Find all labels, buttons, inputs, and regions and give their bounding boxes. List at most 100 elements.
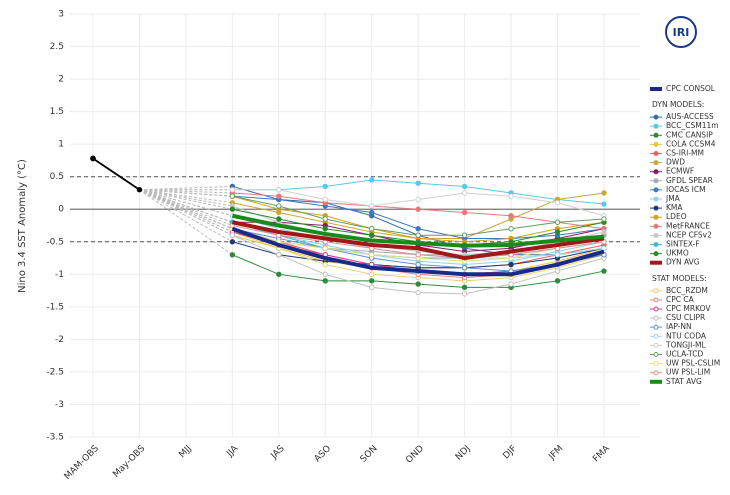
- y-tick-label: 0.5: [50, 172, 64, 182]
- connector: [139, 185, 233, 191]
- legend-label: MetFRANCE: [666, 221, 710, 230]
- marker: [508, 281, 514, 287]
- marker: [601, 190, 607, 196]
- legend-label: COLA CCSM4: [666, 139, 716, 148]
- marker: [415, 261, 421, 268]
- marker: [415, 281, 421, 287]
- legend-label: DYN AVG: [666, 258, 700, 267]
- marker: [415, 232, 421, 238]
- marker: [322, 226, 328, 232]
- legend-label: CPC MRKOV: [666, 304, 711, 313]
- legend-label: IAP-NN: [666, 322, 692, 331]
- y-tick-label: 2: [58, 75, 64, 85]
- series-line: [231, 213, 605, 248]
- marker: [554, 229, 561, 235]
- marker: [369, 252, 375, 258]
- marker: [276, 187, 282, 193]
- marker: [461, 284, 468, 291]
- marker: [415, 252, 421, 258]
- marker: [229, 187, 236, 193]
- x-tick-label: JAS: [269, 444, 287, 462]
- connector: [139, 189, 233, 207]
- legend-label: CS-IRI-MM: [666, 149, 704, 158]
- marker: [601, 268, 607, 274]
- legend-marker: [653, 315, 659, 321]
- legend-label: AUS-ACCESS: [666, 112, 714, 121]
- y-tick-label: -0.5: [46, 237, 64, 247]
- marker: [229, 252, 236, 258]
- legend-label: ECMWF: [666, 167, 694, 176]
- legend-marker: [653, 141, 659, 147]
- y-tick-label: -1.5: [46, 302, 64, 312]
- marker: [415, 196, 421, 203]
- legend-label: LDEO: [666, 212, 687, 221]
- marker: [229, 206, 236, 212]
- legend-marker: [653, 324, 659, 330]
- marker: [461, 209, 468, 216]
- legend-marker: [653, 297, 659, 303]
- legend-marker: [653, 187, 659, 193]
- legend-label: UW PSL-LIM: [666, 368, 710, 377]
- legend-label: KMA: [666, 203, 683, 212]
- connector: [139, 189, 233, 204]
- marker: [601, 216, 607, 222]
- marker: [508, 226, 514, 232]
- legend-label: UCLA-TCD: [666, 350, 703, 359]
- y-tick-label: 1: [58, 140, 64, 150]
- legend-label: UW PSL-CSLIM: [666, 359, 720, 368]
- marker: [322, 196, 328, 203]
- marker: [461, 265, 468, 271]
- legend-label: DWD: [666, 158, 685, 167]
- marker: [276, 193, 282, 199]
- legend-marker: [653, 123, 659, 129]
- x-tick-label: JJA: [224, 443, 240, 459]
- legend-marker: [653, 160, 659, 166]
- obs-marker: [90, 155, 96, 162]
- marker: [415, 180, 421, 186]
- marker: [369, 232, 375, 238]
- legend-marker: [653, 114, 659, 120]
- marker: [508, 213, 514, 219]
- marker: [229, 239, 236, 245]
- logo: IRI: [673, 26, 690, 39]
- connector: [139, 189, 233, 223]
- marker: [508, 261, 514, 268]
- legend-label: IOCAS ICM: [666, 185, 706, 194]
- x-tick-label: FMA: [591, 443, 612, 464]
- x-tick-label: OND: [404, 444, 426, 466]
- series-line: [231, 226, 605, 277]
- y-tick-label: -3: [55, 400, 64, 410]
- marker: [369, 278, 375, 284]
- x-tick-label: JFM: [547, 444, 566, 463]
- y-tick-label: 3: [58, 10, 64, 20]
- legend-marker: [653, 232, 659, 238]
- marker: [554, 252, 561, 258]
- connector: [139, 189, 233, 210]
- x-tick-label: SON: [359, 444, 380, 465]
- legend-marker: [653, 306, 659, 312]
- y-tick-label: -2: [55, 335, 64, 345]
- marker: [136, 187, 143, 193]
- marker: [508, 193, 514, 199]
- legend-label: CSU CLIPR: [666, 313, 705, 322]
- legend-label: NCEP CFSv2: [666, 230, 712, 239]
- legend-label: GFDL SPEAR: [666, 176, 713, 185]
- legend-marker: [653, 342, 659, 348]
- marker: [369, 271, 375, 278]
- marker: [554, 200, 561, 206]
- connector: [139, 189, 233, 230]
- y-tick-label: -1: [55, 270, 64, 280]
- marker: [322, 183, 328, 190]
- marker: [322, 261, 328, 268]
- legend-marker: [653, 370, 659, 376]
- marker: [322, 271, 328, 278]
- legend-marker: [653, 169, 659, 175]
- marker: [601, 245, 607, 251]
- marker: [461, 190, 468, 196]
- legend-marker: [653, 361, 659, 367]
- marker: [554, 219, 561, 225]
- x-tick-label: DJF: [501, 444, 519, 462]
- legend-marker: [653, 288, 659, 294]
- legend-label: TONGJI-ML: [665, 340, 707, 349]
